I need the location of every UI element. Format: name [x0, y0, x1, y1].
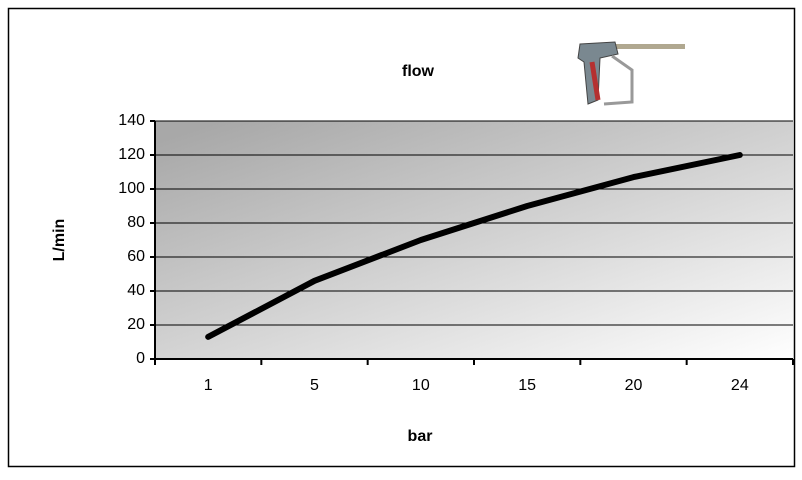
chart: flow bar L/min 0204060801001201401510152… [0, 0, 802, 475]
y-tick-label: 60 [127, 248, 145, 265]
x-axis-label: bar [408, 428, 433, 445]
y-tick-label: 100 [118, 180, 145, 197]
x-tick-label: 20 [625, 377, 643, 394]
y-tick-label: 120 [118, 146, 145, 163]
x-tick-label: 24 [731, 377, 749, 394]
x-tick-label: 5 [310, 377, 319, 394]
y-tick-label: 140 [118, 112, 145, 129]
x-tick-label: 15 [518, 377, 536, 394]
y-tick-label: 40 [127, 282, 145, 299]
y-tick-label: 80 [127, 214, 145, 231]
x-tick-label: 1 [204, 377, 213, 394]
plot-area [155, 121, 793, 359]
y-tick-label: 0 [136, 350, 145, 367]
chart-title: flow [402, 63, 435, 80]
x-tick-label: 10 [412, 377, 430, 394]
y-tick-label: 20 [127, 316, 145, 333]
y-axis-label: L/min [51, 219, 68, 262]
